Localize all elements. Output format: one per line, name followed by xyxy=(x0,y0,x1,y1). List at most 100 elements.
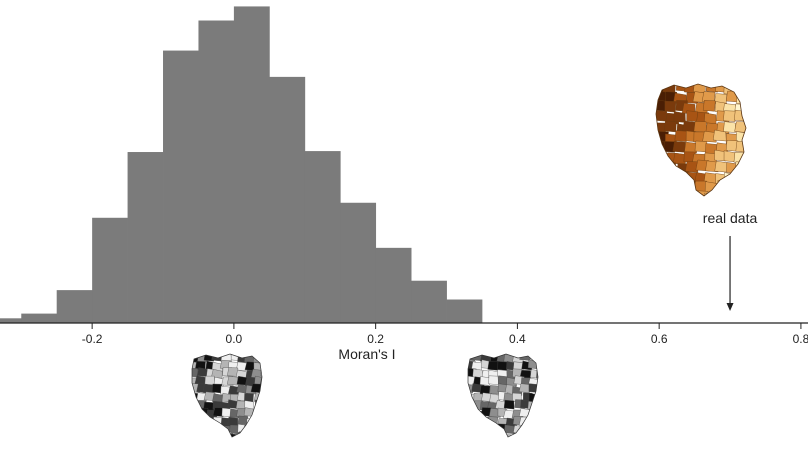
map-region xyxy=(251,432,262,437)
histogram-bar xyxy=(198,20,235,324)
map-region xyxy=(192,409,202,419)
map-region xyxy=(468,401,474,411)
map-region xyxy=(258,399,262,410)
histogram-bar xyxy=(92,217,128,323)
histogram-bars xyxy=(0,6,483,324)
map-region xyxy=(665,191,678,196)
map-region xyxy=(262,361,272,370)
x-tick-label: 0.6 xyxy=(651,332,668,346)
map-region xyxy=(742,182,746,195)
map-region xyxy=(221,407,232,418)
map-region xyxy=(539,400,548,409)
map-region xyxy=(227,416,239,427)
map-region xyxy=(212,383,223,394)
map-region xyxy=(657,160,670,173)
map-region xyxy=(723,121,736,133)
real-data-label: real data xyxy=(703,210,758,226)
map-region xyxy=(518,416,531,427)
map-region xyxy=(742,151,746,164)
x-tick-label: 0.8 xyxy=(793,332,808,346)
map-region xyxy=(259,408,262,419)
histogram-bar xyxy=(375,247,412,323)
map-region xyxy=(745,190,746,196)
x-tick-label: -0.2 xyxy=(82,332,103,346)
map-region xyxy=(226,376,239,386)
map-region xyxy=(656,193,668,196)
map-region xyxy=(259,383,262,394)
map-region xyxy=(672,190,687,196)
map-region xyxy=(468,433,476,437)
map-region xyxy=(197,407,209,418)
map-region xyxy=(253,416,262,426)
random-permutation-map xyxy=(191,353,272,438)
map-region xyxy=(684,141,698,154)
map-region xyxy=(192,401,199,411)
map-region xyxy=(745,170,746,182)
map-region xyxy=(536,434,538,437)
map-region xyxy=(198,434,208,437)
map-region xyxy=(506,377,517,387)
map-region xyxy=(537,378,538,388)
map-region xyxy=(252,410,262,420)
map-region xyxy=(702,100,716,112)
map-region xyxy=(530,409,538,419)
map-region xyxy=(536,354,538,363)
histogram-bar xyxy=(233,6,270,323)
map-region xyxy=(745,103,746,115)
histogram-bar xyxy=(56,290,93,323)
map-region xyxy=(212,433,223,437)
map-region xyxy=(237,415,249,426)
map-region xyxy=(735,84,746,93)
map-region xyxy=(503,392,515,403)
map-region xyxy=(489,408,501,418)
map-region xyxy=(229,433,240,437)
map-region xyxy=(472,416,484,426)
map-region xyxy=(468,375,475,385)
map-region xyxy=(743,160,746,172)
map-region xyxy=(527,401,538,411)
map-region xyxy=(197,367,208,377)
map-region xyxy=(480,425,490,436)
map-region xyxy=(663,120,677,133)
map-region xyxy=(194,375,207,385)
map-region xyxy=(723,193,738,196)
histogram-bar xyxy=(21,313,58,323)
map-region xyxy=(686,110,698,122)
map-region xyxy=(204,423,215,434)
map-region xyxy=(735,141,746,153)
map-region xyxy=(685,190,699,196)
arrow-head xyxy=(726,303,734,311)
map-region xyxy=(747,124,758,135)
map-region xyxy=(197,423,209,434)
histogram-bar xyxy=(127,152,164,323)
map-region xyxy=(239,431,249,437)
map-region xyxy=(536,370,538,380)
map-region xyxy=(260,367,262,377)
map-region xyxy=(694,140,708,153)
map-region xyxy=(479,376,490,386)
map-region xyxy=(497,361,508,371)
map-region xyxy=(259,417,262,427)
x-axis-label: Moran's I xyxy=(338,346,395,362)
map-region xyxy=(468,409,477,419)
map-region xyxy=(470,354,482,361)
map-region xyxy=(682,120,696,133)
map-region xyxy=(676,173,689,186)
histogram-bar xyxy=(163,50,199,324)
map-region xyxy=(259,377,262,388)
map-region xyxy=(673,111,686,123)
map-region xyxy=(693,84,706,93)
map-region xyxy=(702,130,717,143)
map-region xyxy=(260,354,262,362)
map-region xyxy=(528,415,538,425)
map-region xyxy=(734,181,746,193)
map-region xyxy=(723,150,736,162)
map-region xyxy=(468,426,476,436)
map-region xyxy=(712,129,727,142)
map-region xyxy=(212,407,225,417)
map-region xyxy=(537,425,538,436)
histogram-bar xyxy=(304,151,341,323)
histogram-bar xyxy=(446,299,483,323)
map-region xyxy=(260,423,262,434)
histogram-bar xyxy=(0,318,22,323)
